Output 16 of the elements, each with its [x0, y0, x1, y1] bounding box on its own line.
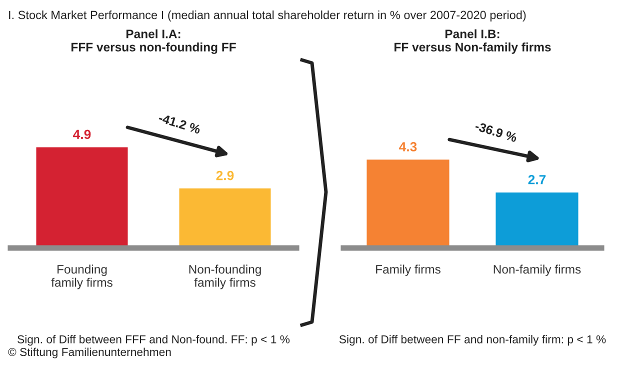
text: I. Stock Market Performance I (median annual total shareholder return in % over 2007-2020 period) — [9, 10, 526, 22]
text: -36.9 % — [474, 121, 518, 142]
chart-title: Panel I.B: FF versus Non-family firms — [394, 29, 551, 54]
text: © Stiftung Familienunternehmen — [8, 348, 171, 358]
x-tick-label: Non-family firms — [494, 264, 581, 276]
data-label: 4.3 — [399, 142, 417, 152]
data-label: 2.7 — [528, 174, 546, 184]
text: Sign. of Diff between FF and non-family firm: p < 1 % — [339, 334, 606, 346]
data-label: 2.9 — [216, 170, 234, 180]
text: -41.2 % — [158, 113, 202, 134]
x-tick-label: Non-founding family firms — [189, 264, 261, 290]
x-tick-label: Founding family firms — [51, 264, 112, 290]
chart-title: Panel I.A: FFF versus non-founding FF — [71, 29, 236, 54]
x-tick-label: Family firms — [376, 264, 440, 276]
text: Sign. of Diff between FFF and Non-found. FF: p < 1 % — [18, 334, 290, 346]
data-label: 4.9 — [73, 130, 91, 140]
